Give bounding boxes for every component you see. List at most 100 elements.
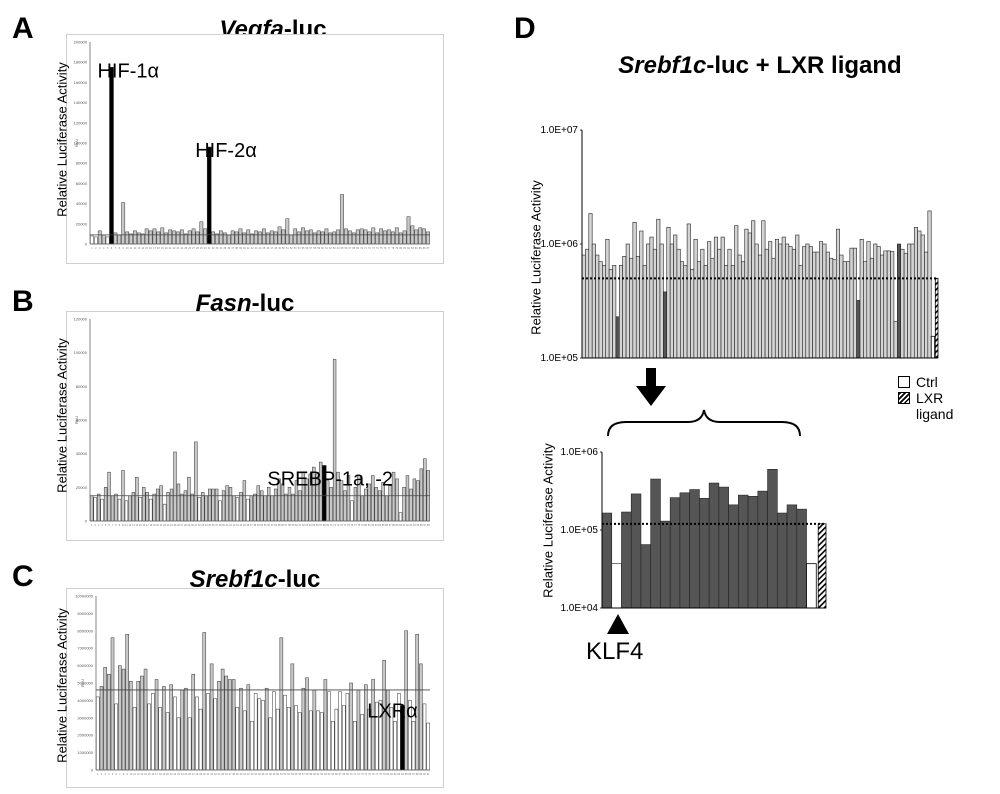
bar — [290, 663, 295, 771]
bar — [250, 233, 255, 245]
bar — [777, 512, 788, 609]
bar — [221, 490, 226, 522]
bar — [405, 475, 410, 522]
bar — [257, 698, 262, 771]
x-tick-label: 21 — [170, 773, 173, 776]
x-tick-label: 56 — [306, 247, 309, 250]
bar — [632, 222, 637, 359]
x-tick-label: 66 — [316, 524, 319, 527]
x-tick-label: 30 — [204, 247, 207, 250]
bar — [890, 251, 895, 359]
bar — [187, 476, 191, 522]
bar — [190, 493, 195, 522]
x-tick-label: 42 — [247, 773, 250, 776]
bar — [707, 241, 712, 359]
bar — [234, 231, 239, 245]
x-tick-label: 28 — [196, 773, 199, 776]
bar — [155, 488, 160, 522]
x-tick-label: 83 — [411, 247, 414, 250]
bar — [767, 469, 778, 609]
bar — [869, 257, 874, 359]
bar — [263, 495, 267, 522]
y-tick-label: 7000000 — [77, 646, 93, 651]
bar — [876, 246, 881, 359]
bar — [262, 228, 266, 245]
bar — [93, 497, 97, 522]
x-tick-label: 95 — [416, 524, 419, 527]
bar — [812, 251, 817, 359]
bar — [863, 261, 868, 359]
bar — [143, 668, 148, 771]
bar — [842, 261, 847, 359]
bar — [230, 230, 235, 245]
bar — [103, 667, 107, 771]
bar — [99, 686, 104, 771]
x-tick-label: 79 — [383, 773, 386, 776]
panel-a-ylabel: Relative Luciferase Activity — [54, 62, 70, 217]
x-tick-label: 52 — [284, 773, 287, 776]
x-tick-label: 59 — [292, 524, 295, 527]
y-tick-label: 0 — [85, 519, 88, 524]
bar — [717, 248, 722, 359]
x-tick-label: 46 — [262, 773, 265, 776]
bar — [680, 261, 685, 359]
bar — [320, 231, 325, 245]
bar — [852, 247, 857, 359]
bar — [206, 693, 210, 771]
x-tick-label: 48 — [274, 247, 277, 250]
y-tick-label: 60000 — [76, 418, 88, 423]
bar — [249, 495, 253, 522]
x-tick-label: 34 — [220, 247, 223, 250]
bar — [156, 231, 161, 245]
y-tick-label: 4000000 — [77, 698, 93, 703]
bar — [145, 492, 149, 522]
bar — [194, 441, 198, 522]
bar — [693, 238, 698, 359]
bar — [598, 261, 603, 359]
x-tick-label: 72 — [337, 524, 340, 527]
bar — [294, 705, 298, 771]
bar — [211, 231, 215, 245]
bar — [121, 202, 126, 245]
y-tick-label: 10000000 — [75, 594, 94, 599]
bar — [114, 703, 118, 771]
panel-c-ylabel: Relative Luciferase Activity — [54, 608, 70, 763]
x-tick-label: 54 — [291, 773, 294, 776]
x-tick-label: 40 — [240, 773, 243, 776]
y-tick-label: 100000 — [74, 141, 88, 146]
x-tick-label: 75 — [347, 524, 350, 527]
bar — [394, 227, 399, 245]
bar — [343, 490, 347, 522]
bar — [253, 693, 258, 771]
bar — [727, 248, 732, 359]
bar — [374, 487, 378, 522]
x-tick-label: 5 — [112, 773, 114, 776]
x-tick-label: 58 — [306, 773, 309, 776]
x-tick-label: 14 — [141, 247, 144, 250]
bar — [239, 492, 243, 522]
x-tick-label: 35 — [208, 524, 211, 527]
bar — [802, 246, 807, 359]
x-tick-label: 4 — [101, 524, 103, 527]
bar — [822, 243, 827, 359]
rlu-axis-label: RLU — [80, 679, 85, 687]
x-tick-label: 32 — [210, 773, 213, 776]
bar — [261, 700, 265, 771]
x-tick-label: 42 — [233, 524, 236, 527]
x-tick-label: 18 — [157, 247, 160, 250]
y-tick-label: 40000 — [76, 201, 88, 206]
bar — [203, 228, 208, 245]
y-tick-label: 160000 — [74, 80, 88, 85]
x-tick-label: 55 — [295, 773, 298, 776]
bar — [781, 236, 786, 359]
x-tick-label: 59 — [309, 773, 312, 776]
bar — [649, 236, 654, 359]
x-tick-label: 59 — [317, 247, 320, 250]
x-tick-label: 25 — [185, 773, 188, 776]
bar — [393, 721, 397, 771]
bar — [308, 710, 313, 771]
bar — [686, 223, 691, 359]
x-tick-label: 6 — [115, 773, 117, 776]
x-tick-label: 63 — [333, 247, 336, 250]
x-tick-label: 39 — [239, 247, 242, 250]
